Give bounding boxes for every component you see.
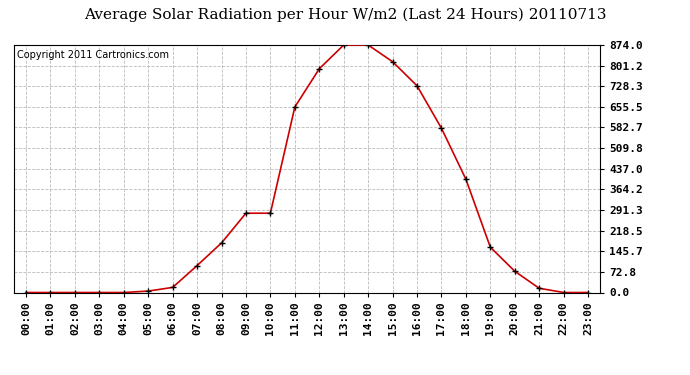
- Text: Copyright 2011 Cartronics.com: Copyright 2011 Cartronics.com: [17, 50, 169, 60]
- Text: Average Solar Radiation per Hour W/m2 (Last 24 Hours) 20110713: Average Solar Radiation per Hour W/m2 (L…: [83, 8, 607, 22]
